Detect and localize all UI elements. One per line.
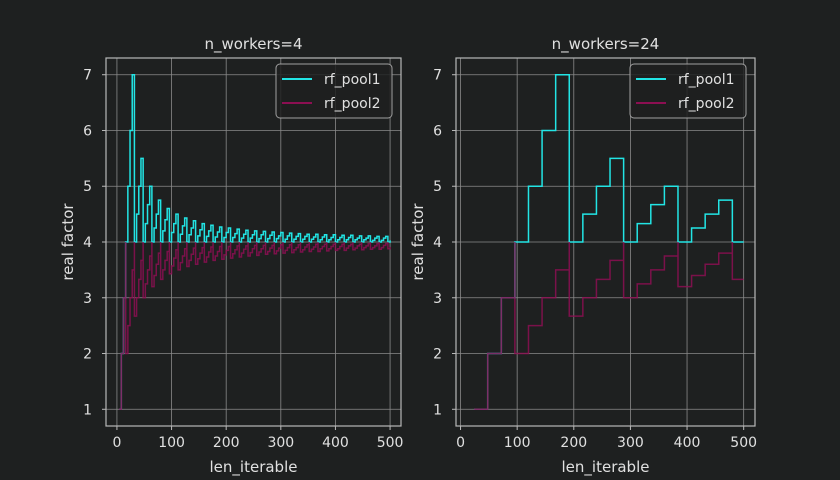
x-tick-label: 400 xyxy=(322,435,349,451)
y-tick-label: 5 xyxy=(433,179,442,195)
y-axis-label: real factor xyxy=(59,203,77,281)
y-tick-label: 6 xyxy=(433,123,442,139)
subplot-title: n_workers=4 xyxy=(204,35,302,54)
y-axis-label: real factor xyxy=(409,203,427,281)
y-tick-label: 1 xyxy=(83,402,92,418)
y-tick-label: 3 xyxy=(83,291,92,307)
y-tick-label: 4 xyxy=(83,235,92,251)
x-tick-label: 200 xyxy=(213,435,240,451)
legend-box xyxy=(275,63,393,119)
y-tick-label: 2 xyxy=(433,347,442,363)
legend-label-rf_pool2: rf_pool2 xyxy=(678,96,735,112)
x-tick-label: 500 xyxy=(730,435,757,451)
x-tick-label: 400 xyxy=(674,435,701,451)
legend: rf_pool1 rf_pool2 xyxy=(629,63,747,119)
series-line-rf_pool1 xyxy=(119,73,391,411)
subplot-title: n_workers=24 xyxy=(552,35,660,54)
y-tick-label: 3 xyxy=(433,291,442,307)
y-tick-label: 2 xyxy=(83,347,92,363)
y-tick-label: 7 xyxy=(433,68,442,84)
series-line-rf_pool2 xyxy=(474,242,744,411)
legend-label-rf_pool1: rf_pool1 xyxy=(678,72,735,88)
x-tick-label: 100 xyxy=(504,435,531,451)
x-tick-label: 200 xyxy=(560,435,587,451)
y-tick-label: 7 xyxy=(83,68,92,84)
subplot-1: 0 100 200 300 400 500 1 2 3 4 5 6 7 n_workers=4 len_it… xyxy=(59,35,403,477)
legend: rf_pool1 rf_pool2 xyxy=(275,63,393,119)
axes-frame xyxy=(455,57,756,427)
y-tick-label: 1 xyxy=(433,402,442,418)
x-tick-label: 300 xyxy=(267,435,294,451)
x-tick-label: 100 xyxy=(158,435,185,451)
y-tick-label: 6 xyxy=(83,123,92,139)
x-tick-label: 0 xyxy=(112,435,121,451)
x-axis-label: len_iterable xyxy=(210,458,298,477)
legend-box xyxy=(629,63,747,119)
series-line-rf_pool2 xyxy=(119,242,391,411)
x-axis-label: len_iterable xyxy=(562,458,650,477)
y-tick-label: 5 xyxy=(83,179,92,195)
axes-frame xyxy=(105,57,402,427)
y-tick-label: 4 xyxy=(433,235,442,251)
legend-label-rf_pool1: rf_pool1 xyxy=(324,72,381,88)
x-tick-label: 300 xyxy=(617,435,644,451)
x-tick-label: 500 xyxy=(377,435,404,451)
subplot-2: 0 100 200 300 400 500 1 2 3 4 5 6 7 n_workers=24 len_i… xyxy=(409,35,757,477)
series-line-rf_pool1 xyxy=(474,73,744,411)
legend-label-rf_pool2: rf_pool2 xyxy=(324,96,381,112)
x-tick-label: 0 xyxy=(456,435,465,451)
